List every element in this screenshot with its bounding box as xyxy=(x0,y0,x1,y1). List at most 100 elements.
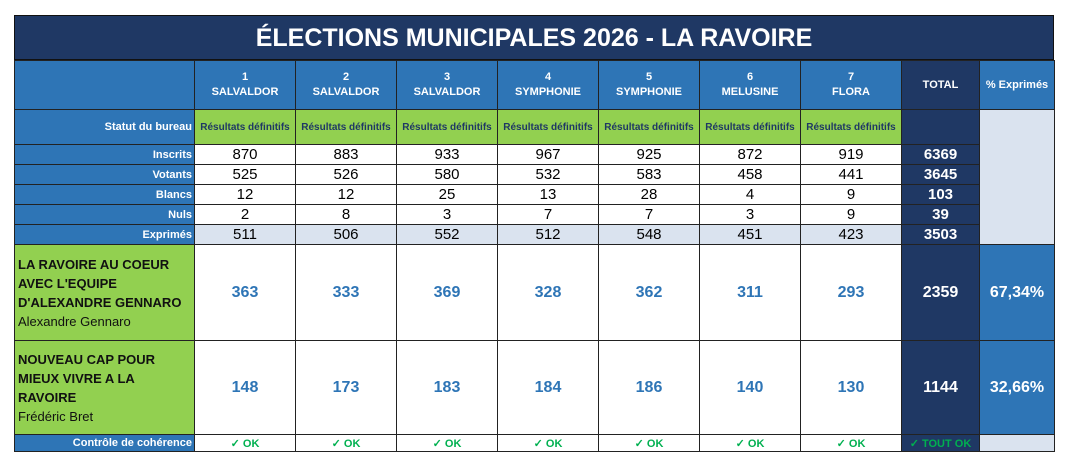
stat-value[interactable]: 870 xyxy=(194,144,296,165)
stat-value[interactable]: 872 xyxy=(699,144,801,165)
list-pct[interactable]: 32,66% xyxy=(979,340,1055,435)
control-label[interactable]: Contrôle de cohérence xyxy=(14,434,195,452)
list-votes[interactable]: 130 xyxy=(800,340,902,435)
table-row: Blancs 12 12 25 13 28 4 9 103 xyxy=(14,184,1055,205)
stat-total[interactable]: 3645 xyxy=(901,164,980,185)
stat-label[interactable]: Exprimés xyxy=(14,224,195,245)
table-row: Exprimés 511 506 552 512 548 451 423 3503 xyxy=(14,224,1055,245)
stat-label[interactable]: Blancs xyxy=(14,184,195,205)
stat-value[interactable]: 933 xyxy=(396,144,498,165)
stat-value[interactable]: 7 xyxy=(598,204,700,225)
list-pct[interactable]: 67,34% xyxy=(979,244,1055,341)
stat-value[interactable]: 548 xyxy=(598,224,700,245)
control-pct-empty[interactable] xyxy=(979,434,1055,452)
control-ok[interactable]: ✓ OK xyxy=(396,434,498,452)
control-ok[interactable]: ✓ OK xyxy=(800,434,902,452)
stat-total[interactable]: 6369 xyxy=(901,144,980,165)
control-total-ok[interactable]: ✓ TOUT OK xyxy=(901,434,980,452)
stat-value[interactable]: 526 xyxy=(295,164,397,185)
pct-empty-cell[interactable] xyxy=(979,109,1055,245)
stat-value[interactable]: 583 xyxy=(598,164,700,185)
table-row: LA RAVOIRE AU COEUR AVEC L'EQUIPE D'ALEX… xyxy=(14,244,1055,341)
bureau-header[interactable]: 4 SYMPHONIE xyxy=(497,60,599,110)
stat-value[interactable]: 506 xyxy=(295,224,397,245)
stat-value[interactable]: 7 xyxy=(497,204,599,225)
bureau-header[interactable]: 6 MELUSINE xyxy=(699,60,801,110)
bureau-header[interactable]: 5 SYMPHONIE xyxy=(598,60,700,110)
control-ok[interactable]: ✓ OK xyxy=(497,434,599,452)
status-cell[interactable]: Résultats définitifs xyxy=(699,109,801,145)
stat-label[interactable]: Votants xyxy=(14,164,195,185)
stat-value[interactable]: 512 xyxy=(497,224,599,245)
control-ok[interactable]: ✓ OK xyxy=(699,434,801,452)
list-name-cell[interactable]: LA RAVOIRE AU COEUR AVEC L'EQUIPE D'ALEX… xyxy=(14,244,195,341)
stat-value[interactable]: 423 xyxy=(800,224,902,245)
status-cell[interactable]: Résultats définitifs xyxy=(194,109,296,145)
total-header[interactable]: TOTAL xyxy=(901,60,980,110)
stat-value[interactable]: 883 xyxy=(295,144,397,165)
bureau-header[interactable]: 7 FLORA xyxy=(800,60,902,110)
stat-total[interactable]: 3503 xyxy=(901,224,980,245)
stat-value[interactable]: 25 xyxy=(396,184,498,205)
stat-value[interactable]: 511 xyxy=(194,224,296,245)
status-cell[interactable]: Résultats définitifs xyxy=(396,109,498,145)
list-votes[interactable]: 148 xyxy=(194,340,296,435)
list-votes[interactable]: 183 xyxy=(396,340,498,435)
list-votes[interactable]: 369 xyxy=(396,244,498,341)
stat-label[interactable]: Inscrits xyxy=(14,144,195,165)
list-votes[interactable]: 173 xyxy=(295,340,397,435)
stat-value[interactable]: 552 xyxy=(396,224,498,245)
stat-total[interactable]: 39 xyxy=(901,204,980,225)
status-cell[interactable]: Résultats définitifs xyxy=(598,109,700,145)
stat-value[interactable]: 925 xyxy=(598,144,700,165)
control-ok[interactable]: ✓ OK xyxy=(194,434,296,452)
bureau-header[interactable]: 2 SALVALDOR xyxy=(295,60,397,110)
stat-value[interactable]: 3 xyxy=(699,204,801,225)
corner-cell[interactable] xyxy=(14,60,195,110)
list-votes[interactable]: 328 xyxy=(497,244,599,341)
list-votes[interactable]: 311 xyxy=(699,244,801,341)
list-votes[interactable]: 362 xyxy=(598,244,700,341)
stat-value[interactable]: 13 xyxy=(497,184,599,205)
stat-value[interactable]: 12 xyxy=(194,184,296,205)
stat-value[interactable]: 9 xyxy=(800,184,902,205)
status-cell[interactable]: Résultats définitifs xyxy=(497,109,599,145)
total-status-cell[interactable] xyxy=(901,109,980,145)
status-label[interactable]: Statut du bureau xyxy=(14,109,195,145)
list-total[interactable]: 1144 xyxy=(901,340,980,435)
bureau-header[interactable]: 1 SALVALDOR xyxy=(194,60,296,110)
stat-value[interactable]: 28 xyxy=(598,184,700,205)
bureau-name: SALVALDOR xyxy=(413,86,481,98)
list-votes[interactable]: 186 xyxy=(598,340,700,435)
list-votes[interactable]: 333 xyxy=(295,244,397,341)
stat-value[interactable]: 441 xyxy=(800,164,902,185)
control-ok[interactable]: ✓ OK xyxy=(295,434,397,452)
status-cell[interactable]: Résultats définitifs xyxy=(295,109,397,145)
stat-value[interactable]: 4 xyxy=(699,184,801,205)
stat-value[interactable]: 458 xyxy=(699,164,801,185)
stat-value[interactable]: 2 xyxy=(194,204,296,225)
list-votes[interactable]: 184 xyxy=(497,340,599,435)
stat-value[interactable]: 919 xyxy=(800,144,902,165)
list-votes[interactable]: 140 xyxy=(699,340,801,435)
stat-value[interactable]: 3 xyxy=(396,204,498,225)
stat-value[interactable]: 451 xyxy=(699,224,801,245)
bureau-header[interactable]: 3 SALVALDOR xyxy=(396,60,498,110)
stat-value[interactable]: 532 xyxy=(497,164,599,185)
stat-value[interactable]: 580 xyxy=(396,164,498,185)
stat-total[interactable]: 103 xyxy=(901,184,980,205)
stat-value[interactable]: 525 xyxy=(194,164,296,185)
bureau-number: 2 xyxy=(342,71,350,83)
list-votes[interactable]: 293 xyxy=(800,244,902,341)
status-cell[interactable]: Résultats définitifs xyxy=(800,109,902,145)
stat-value[interactable]: 8 xyxy=(295,204,397,225)
stat-value[interactable]: 12 xyxy=(295,184,397,205)
stat-value[interactable]: 967 xyxy=(497,144,599,165)
stat-label[interactable]: Nuls xyxy=(14,204,195,225)
list-name-cell[interactable]: NOUVEAU CAP POUR MIEUX VIVRE A LA RAVOIR… xyxy=(14,340,195,435)
control-ok[interactable]: ✓ OK xyxy=(598,434,700,452)
list-votes[interactable]: 363 xyxy=(194,244,296,341)
list-total[interactable]: 2359 xyxy=(901,244,980,341)
pct-header[interactable]: % Exprimés xyxy=(979,60,1055,110)
stat-value[interactable]: 9 xyxy=(800,204,902,225)
